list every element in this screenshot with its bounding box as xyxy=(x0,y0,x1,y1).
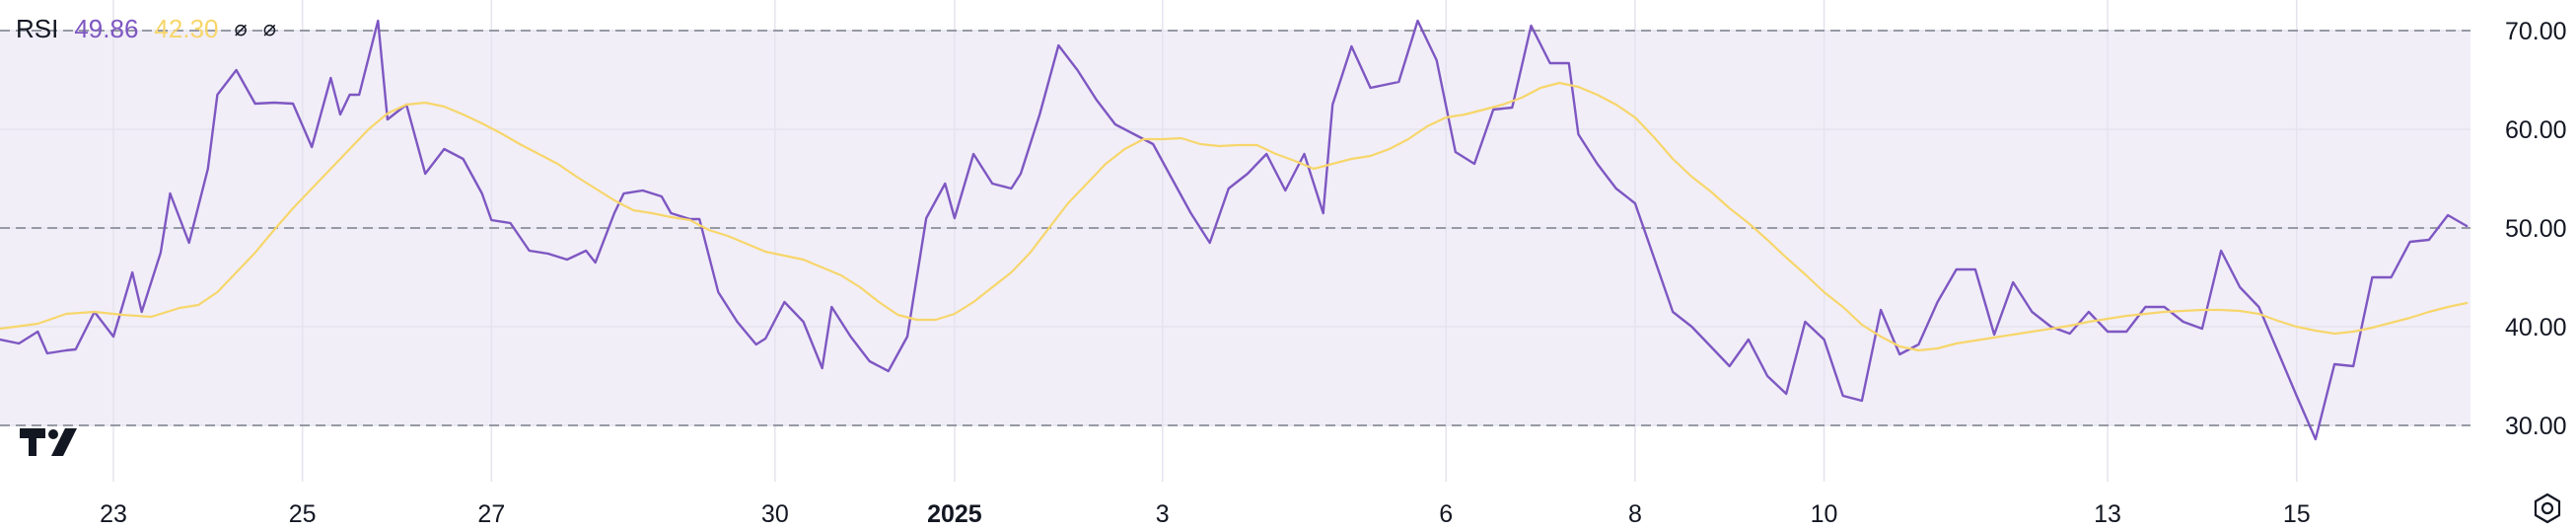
y-tick-label: 60.00 xyxy=(2505,116,2567,144)
y-tick-label: 50.00 xyxy=(2505,215,2567,243)
indicator-legend: RSI 49.86 42.30 ⌀ ⌀ xyxy=(16,12,276,45)
ma-series-line xyxy=(0,81,2469,352)
x-tick-label: 8 xyxy=(1628,500,1642,528)
y-tick-label: 40.00 xyxy=(2505,314,2567,341)
y-tick-label: 30.00 xyxy=(2505,413,2567,440)
x-tick-label: 25 xyxy=(289,500,317,528)
hide-ma-icon[interactable]: ⌀ xyxy=(262,16,276,40)
x-tick-label: 30 xyxy=(761,500,789,528)
rsi-series-line xyxy=(0,19,2469,441)
y-tick-label: 70.00 xyxy=(2505,18,2567,45)
indicator-title[interactable]: RSI xyxy=(16,14,59,43)
x-tick-label: 15 xyxy=(2283,500,2311,528)
rsi-band-lines xyxy=(0,30,2470,426)
x-tick-label: 10 xyxy=(1811,500,1838,528)
price-axis[interactable]: 70.00 60.00 50.00 40.00 30.00 xyxy=(2505,18,2567,440)
ma-value: 42.30 xyxy=(154,14,219,43)
x-tick-label: 2025 xyxy=(927,500,982,528)
x-tick-label: 13 xyxy=(2094,500,2121,528)
series-lines xyxy=(0,19,2469,441)
rsi-value: 49.86 xyxy=(74,14,139,43)
x-tick-label: 23 xyxy=(100,500,127,528)
time-axis[interactable]: 23 25 27 30 2025 3 6 8 10 13 15 xyxy=(100,500,2311,528)
x-tick-label: 27 xyxy=(477,500,505,528)
gear-icon[interactable] xyxy=(2531,492,2564,525)
x-tick-label: 6 xyxy=(1439,500,1453,528)
tradingview-logo-icon[interactable] xyxy=(20,428,77,456)
hide-rsi-icon[interactable]: ⌀ xyxy=(234,16,248,40)
x-tick-label: 3 xyxy=(1156,500,1170,528)
